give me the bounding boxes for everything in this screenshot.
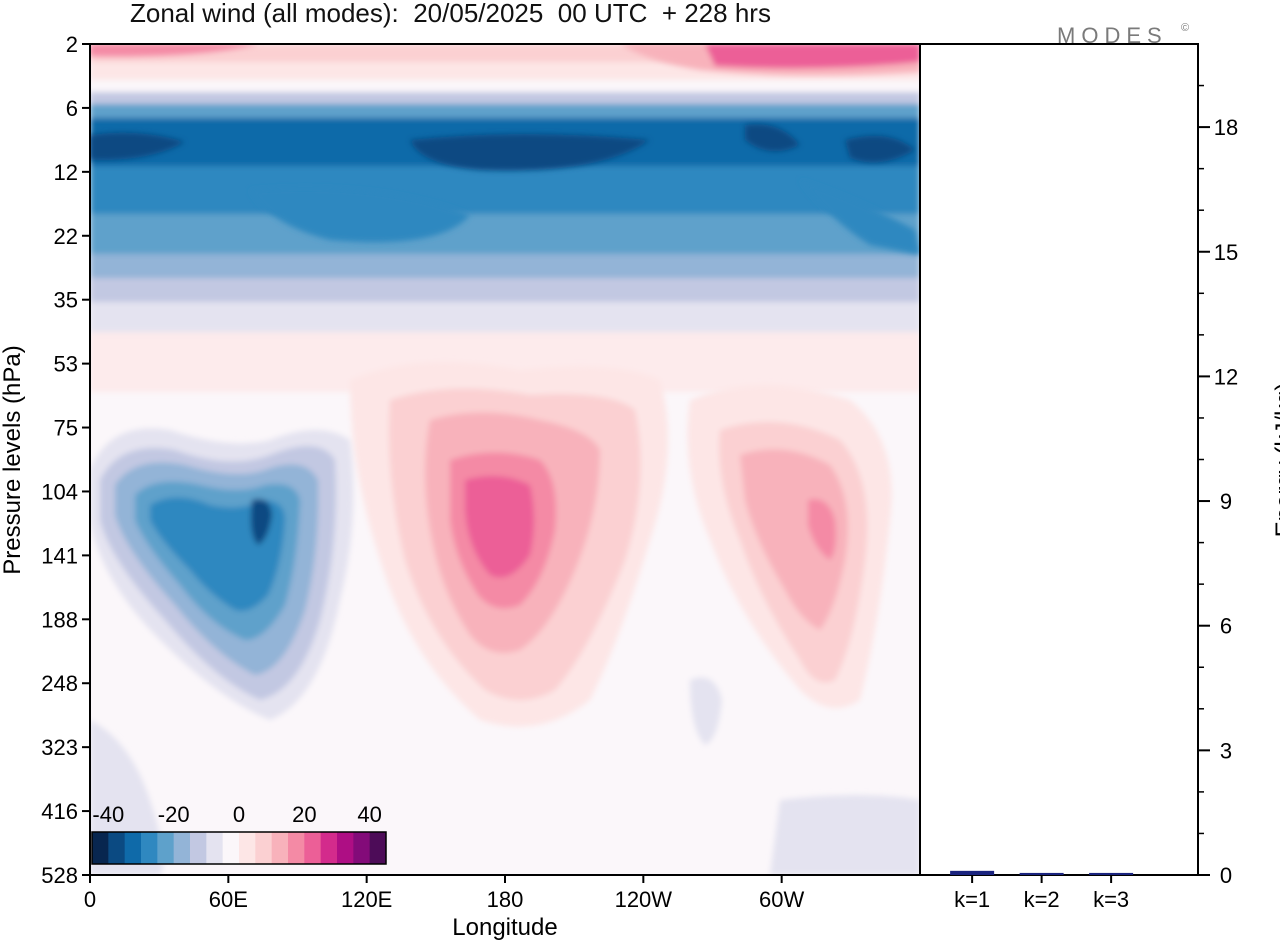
- y-tick-label-9: 188: [41, 607, 78, 632]
- feature-blue-deep-4: [845, 135, 915, 163]
- x-tick-label-1: 60E: [209, 887, 248, 912]
- y-tick-label-1: 6: [66, 96, 78, 121]
- colorbar-label-0: -40: [92, 802, 124, 827]
- feature-blue-deep-3: [745, 124, 800, 152]
- band-blue-3: [90, 214, 920, 254]
- colorbar-swatch-13: [304, 832, 322, 864]
- colorbar-swatch-7: [206, 832, 224, 864]
- energy-tick-label-2: 6: [1220, 614, 1232, 639]
- colorbar-swatch-2: [124, 832, 142, 864]
- x-tick-label-2: 120E: [341, 887, 392, 912]
- energy-bars: k=1 k=2 k=3: [950, 870, 1134, 912]
- plot-frame-right: [919, 43, 1199, 876]
- colorbar: -40 -20 0 20 40: [91, 802, 387, 865]
- bar-label-k=3: k=3: [1093, 887, 1129, 912]
- colorbar-label-3: 20: [292, 802, 316, 827]
- chart-title: Zonal wind (all modes): 20/05/2025 00 UT…: [130, 0, 771, 28]
- energy-bar-k=3: [1089, 872, 1134, 875]
- band-blue-1: [90, 104, 920, 118]
- x-tick-label-3: 180: [487, 887, 524, 912]
- y-tick-label-0: 2: [66, 32, 78, 57]
- band-top-light: [90, 80, 920, 92]
- colorbar-swatch-17: [369, 832, 387, 864]
- energy-tick-label-3: 9: [1220, 489, 1232, 514]
- y-tick-label-2: 12: [54, 160, 78, 185]
- y-tick-label-7: 104: [41, 479, 78, 504]
- colorbar-swatch-6: [190, 832, 207, 864]
- feature-bottom-right-blue: [770, 795, 920, 875]
- energy-tick-label-5: 15: [1214, 240, 1238, 265]
- colorbar-swatch-14: [320, 832, 338, 864]
- band-blue-4: [90, 254, 920, 278]
- y-tick-label-5: 53: [54, 352, 78, 377]
- colorbar-swatch-1: [108, 832, 126, 864]
- band-blue-2: [90, 166, 920, 214]
- band-blue-5: [90, 278, 920, 302]
- energy-bar-k=1: [950, 870, 995, 875]
- colorbar-swatch-5: [173, 832, 191, 864]
- colorbar-swatch-10: [255, 832, 273, 864]
- band-blue-6: [90, 302, 920, 332]
- feature-blue-tongue: [800, 180, 920, 255]
- band-transition: [90, 92, 920, 104]
- y-tick-label-12: 416: [41, 799, 78, 824]
- colorbar-swatch-4: [157, 832, 175, 864]
- colorbar-frame: [91, 831, 387, 865]
- energy-tick-label-6: 18: [1214, 115, 1238, 140]
- x-axis: 0 60E 120E 180 120W 60W: [84, 875, 805, 912]
- feature-upper-left-pink: [90, 44, 260, 57]
- y-axis-label: Pressure levels (hPa): [0, 345, 26, 574]
- feature-pos-jet-core: [465, 476, 534, 578]
- colorbar-swatch-0: [92, 832, 109, 864]
- y-tick-label-11: 323: [41, 735, 78, 760]
- feature-upper-pink-core: [705, 44, 920, 69]
- colorbar-label-1: -20: [158, 802, 190, 827]
- x-axis-label: Longitude: [452, 914, 557, 941]
- energy-axis: 0 3 6 9 12 15 18: [1198, 84, 1238, 888]
- field-bands: [90, 44, 920, 392]
- feature-pos-jet-w-3: [740, 449, 848, 630]
- colorbar-label-2: 0: [233, 802, 245, 827]
- y-tick-label-3: 22: [54, 224, 78, 249]
- feature-pos-jet-w-core: [808, 499, 836, 560]
- y-tick-label-10: 248: [41, 671, 78, 696]
- y-tick-label-8: 141: [41, 543, 78, 568]
- colorbar-label-4: 40: [357, 802, 381, 827]
- colorbar-swatch-11: [271, 832, 289, 864]
- feature-blue-deep-2: [90, 132, 185, 161]
- x-tick-label-5: 60W: [759, 887, 804, 912]
- bar-label-k=2: k=2: [1024, 887, 1060, 912]
- feature-neg-jet-core: [250, 499, 272, 545]
- energy-tick-label-1: 3: [1220, 738, 1232, 763]
- colorbar-swatch-15: [337, 832, 354, 864]
- bar-label-k=1: k=1: [954, 887, 990, 912]
- energy-bar-k=2: [1019, 872, 1064, 875]
- energy-tick-label-4: 12: [1214, 364, 1238, 389]
- y-tick-label-13: 528: [41, 863, 78, 888]
- y-tick-label-6: 75: [54, 416, 78, 441]
- feature-blue-mid: [250, 187, 470, 243]
- energy-tick-label-0: 0: [1220, 863, 1232, 888]
- y-tick-label-4: 35: [54, 288, 78, 313]
- feature-blue-deep-1: [410, 134, 650, 171]
- feature-lower-blue: [690, 677, 722, 745]
- logo-mark: ©: [1181, 22, 1189, 34]
- colorbar-swatch-8: [222, 832, 240, 864]
- y-axis: 2 6 12 22 35 53 75 104 141 188 248 323 416 528: [41, 32, 90, 888]
- colorbar-swatch-9: [239, 832, 256, 864]
- energy-axis-label: Energy (kJ/kg): [1271, 383, 1280, 538]
- colorbar-swatch-16: [353, 832, 371, 864]
- colorbar-swatch-3: [141, 832, 158, 864]
- zonal-wind-field: [90, 44, 920, 875]
- field-features: [90, 44, 920, 875]
- x-tick-label-4: 120W: [615, 887, 673, 912]
- x-tick-label-0: 0: [84, 887, 96, 912]
- colorbar-swatch-12: [288, 832, 305, 864]
